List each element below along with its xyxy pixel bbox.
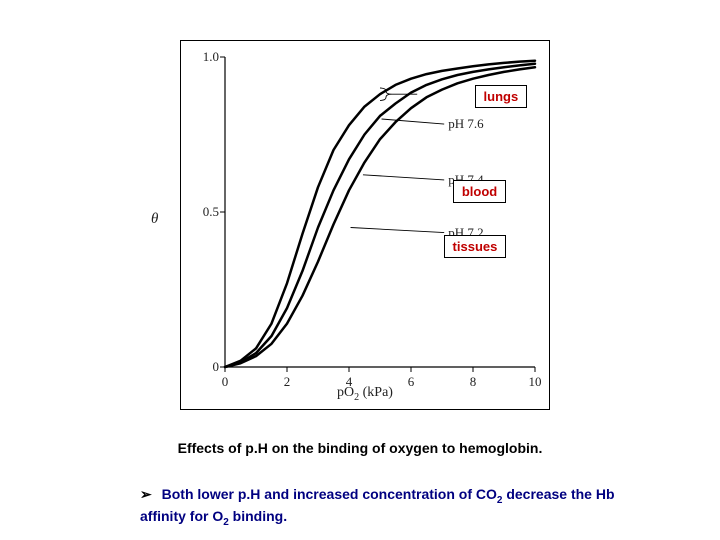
tissues-label: tissues	[444, 235, 507, 258]
x-axis-label: pO2 (kPa)	[181, 385, 549, 403]
figure-caption: Effects of p.H on the binding of oxygen …	[0, 440, 720, 456]
bullet-text: Both lower p.H and increased concentrati…	[140, 486, 615, 524]
bullet-statement: ➢ Both lower p.H and increased concentra…	[140, 485, 660, 530]
y-axis-symbol: θ	[151, 211, 158, 228]
y-tick: 1.0	[191, 49, 219, 65]
bullet-arrow-icon: ➢	[140, 486, 152, 502]
blood-label: blood	[453, 180, 506, 203]
lungs-label: lungs	[475, 85, 528, 108]
y-tick: 0.5	[191, 204, 219, 220]
chart-container: θ 024681000.51.0pO2 (kPa)pH 7.6pH 7.4pH …	[180, 40, 550, 410]
curve-label-pH-7.6: pH 7.6	[448, 116, 483, 132]
y-tick: 0	[191, 359, 219, 375]
